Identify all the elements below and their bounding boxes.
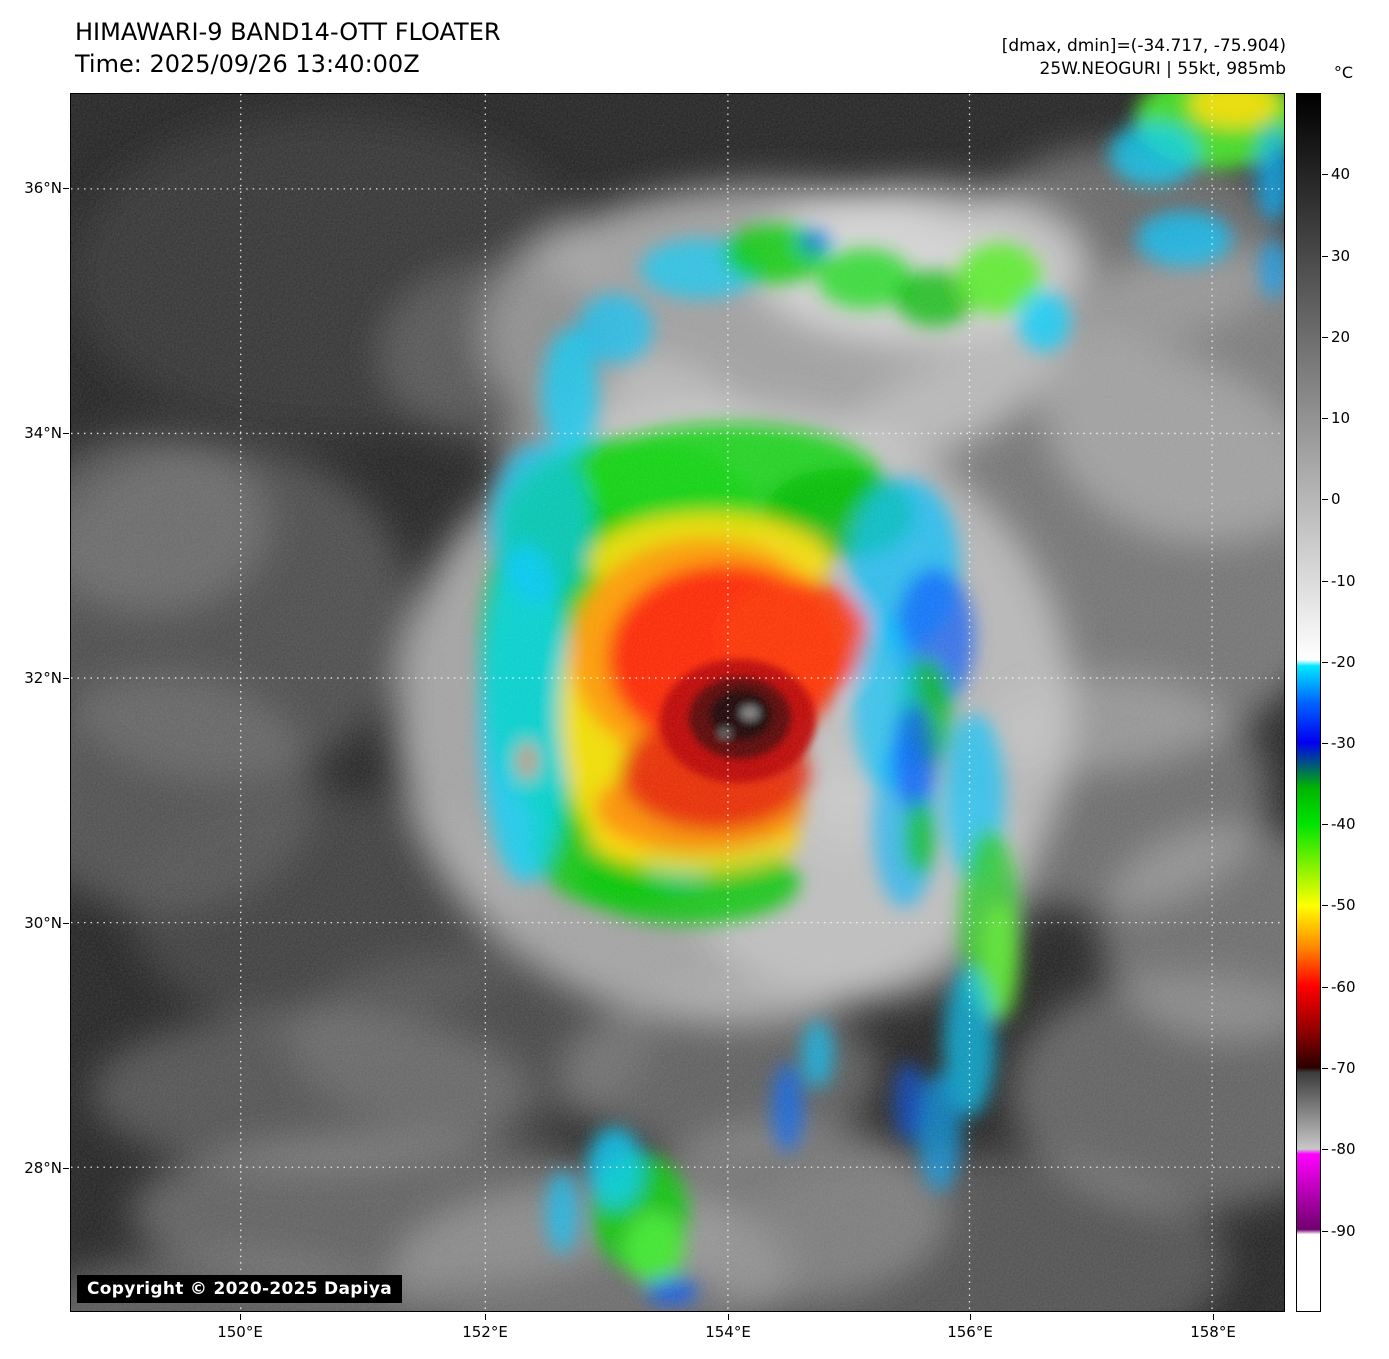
- colorbar-tick-10: 10: [1321, 409, 1351, 427]
- lat-label-32n: 32°N: [24, 669, 62, 687]
- lat-label-30n: 30°N: [24, 914, 62, 932]
- lat-tick: [63, 1168, 69, 1169]
- lon-tick: [728, 1314, 729, 1320]
- colorbar-tick-n40: -40: [1322, 815, 1356, 833]
- grid-overlay: [71, 94, 1284, 1311]
- lat-tick: [63, 433, 69, 434]
- colorbar-tick-n70: -70: [1322, 1059, 1356, 1077]
- colorbar-tick-n60: -60: [1322, 978, 1356, 996]
- cloud-grain-texture: [71, 94, 1284, 1311]
- colorbar-tick-n20: -20: [1322, 653, 1356, 671]
- temperature-colorbar: [1296, 93, 1321, 1312]
- page-title: HIMAWARI-9 BAND14-OTT FLOATER: [75, 18, 501, 46]
- colorbar-tick-n90: -90: [1322, 1222, 1356, 1240]
- timestamp: Time: 2025/09/26 13:40:00Z: [75, 50, 420, 78]
- satellite-image: [71, 94, 1284, 1311]
- lon-label-158e: 158°E: [1190, 1323, 1236, 1341]
- colorbar-tick-n10: -10: [1322, 572, 1356, 590]
- copyright-badge: Copyright © 2020-2025 Dapiya: [77, 1275, 402, 1303]
- lat-label-28n: 28°N: [24, 1159, 62, 1177]
- lon-tick: [240, 1314, 241, 1320]
- lon-label-152e: 152°E: [462, 1323, 508, 1341]
- lon-label-154e: 154°E: [705, 1323, 751, 1341]
- storm-info: 25W.NEOGURI | 55kt, 985mb: [1039, 59, 1286, 79]
- lon-label-150e: 150°E: [217, 1323, 263, 1341]
- colorbar-tick-0: 0: [1322, 490, 1341, 508]
- dmax-dmin-readout: [dmax, dmin]=(-34.717, -75.904): [1001, 36, 1286, 56]
- lon-tick: [485, 1314, 486, 1320]
- satellite-map: Copyright © 2020-2025 Dapiya: [70, 93, 1285, 1312]
- colorbar-tick-20: 20: [1321, 328, 1351, 346]
- colorbar-tick-n50: -50: [1322, 896, 1356, 914]
- colorbar-unit-label: °C: [1333, 63, 1353, 82]
- lon-tick: [970, 1314, 971, 1320]
- lat-tick: [63, 188, 69, 189]
- lon-tick: [1213, 1314, 1214, 1320]
- lat-tick: [63, 923, 69, 924]
- lat-label-36n: 36°N: [24, 179, 62, 197]
- colorbar-tick-40: 40: [1321, 165, 1351, 183]
- colorbar-tick-n80: -80: [1322, 1140, 1356, 1158]
- lat-tick: [63, 678, 69, 679]
- colorbar-tick-n30: -30: [1322, 734, 1356, 752]
- colorbar-tick-30: 30: [1321, 247, 1351, 265]
- lat-label-34n: 34°N: [24, 424, 62, 442]
- lon-label-156e: 156°E: [947, 1323, 993, 1341]
